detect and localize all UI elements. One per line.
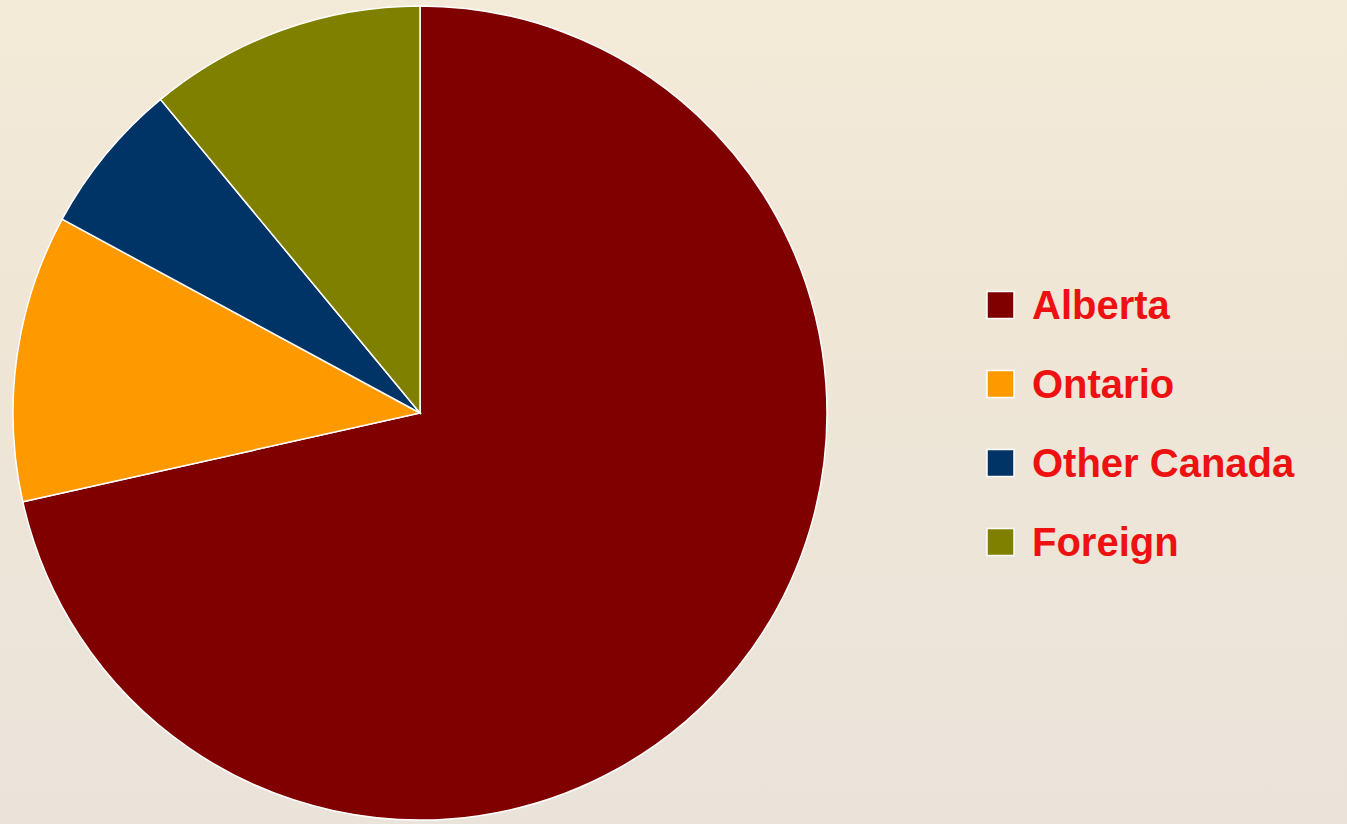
pie bbox=[13, 6, 827, 820]
legend-label: Other Canada bbox=[1032, 441, 1295, 485]
legend-label: Alberta bbox=[1032, 283, 1171, 327]
legend-label: Ontario bbox=[1032, 362, 1174, 406]
legend-swatch bbox=[987, 450, 1014, 477]
legend: Alberta Ontario Other Canada Foreign bbox=[987, 283, 1295, 564]
pie-slice bbox=[161, 6, 420, 413]
legend-swatch bbox=[987, 371, 1014, 398]
legend-swatch bbox=[987, 529, 1014, 556]
chart: Alberta Ontario Other Canada Foreign bbox=[0, 0, 1347, 824]
legend-label: Foreign bbox=[1032, 520, 1179, 564]
legend-swatch bbox=[987, 292, 1014, 319]
